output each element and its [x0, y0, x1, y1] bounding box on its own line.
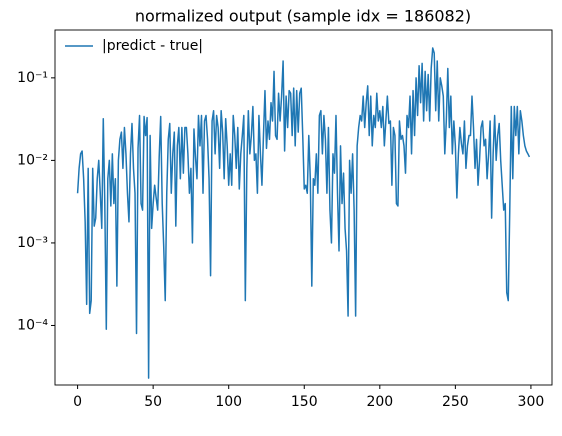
y-tick-label: 10⁻³: [17, 235, 48, 251]
x-tick-label: 150: [291, 394, 318, 410]
y-tick-label: 10⁻¹: [17, 70, 48, 86]
y-tick-label: 10⁻⁴: [17, 317, 48, 333]
x-tick-label: 100: [215, 394, 242, 410]
chart-title: normalized output (sample idx = 186082): [135, 7, 471, 26]
y-tick-label: 10⁻²: [17, 152, 48, 168]
x-tick-label: 50: [144, 394, 162, 410]
x-tick-label: 300: [518, 394, 545, 410]
axes-frame: [54, 29, 553, 386]
x-tick-label: 0: [73, 394, 82, 410]
x-tick-label: 250: [442, 394, 469, 410]
legend-label: |predict - true|: [102, 38, 203, 54]
x-tick-label: 200: [366, 394, 393, 410]
line: [76, 47, 531, 379]
